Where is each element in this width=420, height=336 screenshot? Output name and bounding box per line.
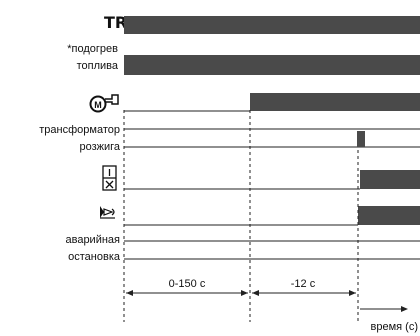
fuel-heating-label-line1: *подогрев bbox=[67, 43, 118, 55]
row-flame bbox=[100, 206, 420, 226]
row-emergency-stop: аварийная остановка bbox=[65, 234, 420, 263]
tr-label: TR bbox=[104, 13, 127, 32]
row-tr: TR bbox=[104, 13, 420, 34]
valve-icon bbox=[102, 165, 117, 191]
fuel-heating-signal-bar bbox=[124, 55, 420, 75]
interval-prepurge-label: -12 с bbox=[291, 278, 316, 290]
row-motor: M bbox=[89, 93, 420, 113]
interval-preheat-label: 0-150 с bbox=[169, 278, 206, 290]
row-valve bbox=[102, 165, 420, 191]
ignition-transformer-label-line1: трансформатор bbox=[39, 124, 120, 136]
row-fuel-heating: *подогрев топлива bbox=[67, 43, 420, 75]
tr-signal-bar bbox=[124, 16, 420, 34]
time-axis-label: время (с) bbox=[371, 321, 418, 333]
motor-icon: M bbox=[89, 94, 119, 113]
interval-preheat: 0-150 с bbox=[126, 278, 248, 296]
fuel-heating-label-line2: топлива bbox=[77, 60, 119, 72]
time-axis-arrowhead bbox=[401, 306, 408, 312]
ignition-transformer-label-line2: розжига bbox=[79, 141, 120, 153]
interval-prepurge: -12 с bbox=[252, 278, 356, 296]
ignition-transformer-pulse bbox=[357, 131, 365, 147]
row-ignition-transformer: трансформатор розжига bbox=[39, 124, 420, 153]
valve-signal-bar bbox=[360, 170, 420, 189]
svg-text:M: M bbox=[94, 100, 102, 110]
emergency-stop-label-line1: аварийная bbox=[65, 234, 120, 246]
timing-markers bbox=[123, 110, 359, 322]
emergency-stop-label-line2: остановка bbox=[68, 251, 121, 263]
time-axis: время (с) bbox=[360, 306, 418, 333]
flame-signal-bar bbox=[358, 206, 420, 225]
motor-signal-bar bbox=[250, 93, 420, 111]
flame-icon bbox=[100, 206, 115, 219]
